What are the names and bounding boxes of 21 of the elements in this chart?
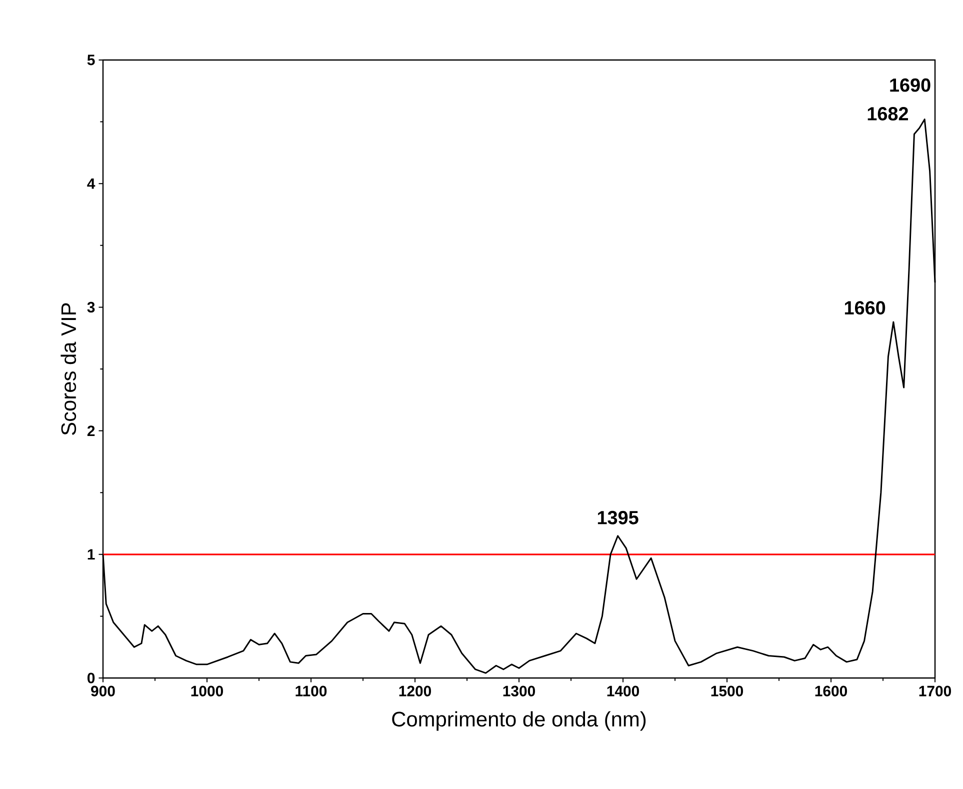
x-tick-label: 1100 (296, 686, 327, 696)
annotation: 1395 (598, 510, 638, 524)
annotation: 1690 (890, 78, 930, 92)
y-tick-label: 5 (87, 54, 95, 66)
x-tick-label: 1200 (399, 686, 431, 696)
y-tick-label: 0 (88, 672, 95, 684)
y-tick-label: 3 (87, 302, 95, 313)
x-tick-label: 1700 (919, 686, 951, 696)
x-tick-label: 900 (91, 686, 115, 696)
x-tick-label: 1500 (711, 686, 743, 696)
x-tick-label: 1300 (503, 686, 535, 696)
x-tick-label: 1000 (191, 686, 223, 696)
annotation: 1682 (868, 107, 908, 120)
annotation: 1660 (844, 301, 886, 315)
x-tick-label: 1400 (607, 686, 639, 696)
y-axis-title: Scores da VIP (60, 303, 76, 435)
x-axis-title: Comprimento de onda (nm) (392, 711, 646, 731)
y-tick-label: 4 (87, 178, 96, 189)
x-tick-label: 1600 (815, 686, 847, 696)
y-tick-label: 1 (88, 549, 95, 560)
y-tick-label: 2 (87, 426, 95, 436)
